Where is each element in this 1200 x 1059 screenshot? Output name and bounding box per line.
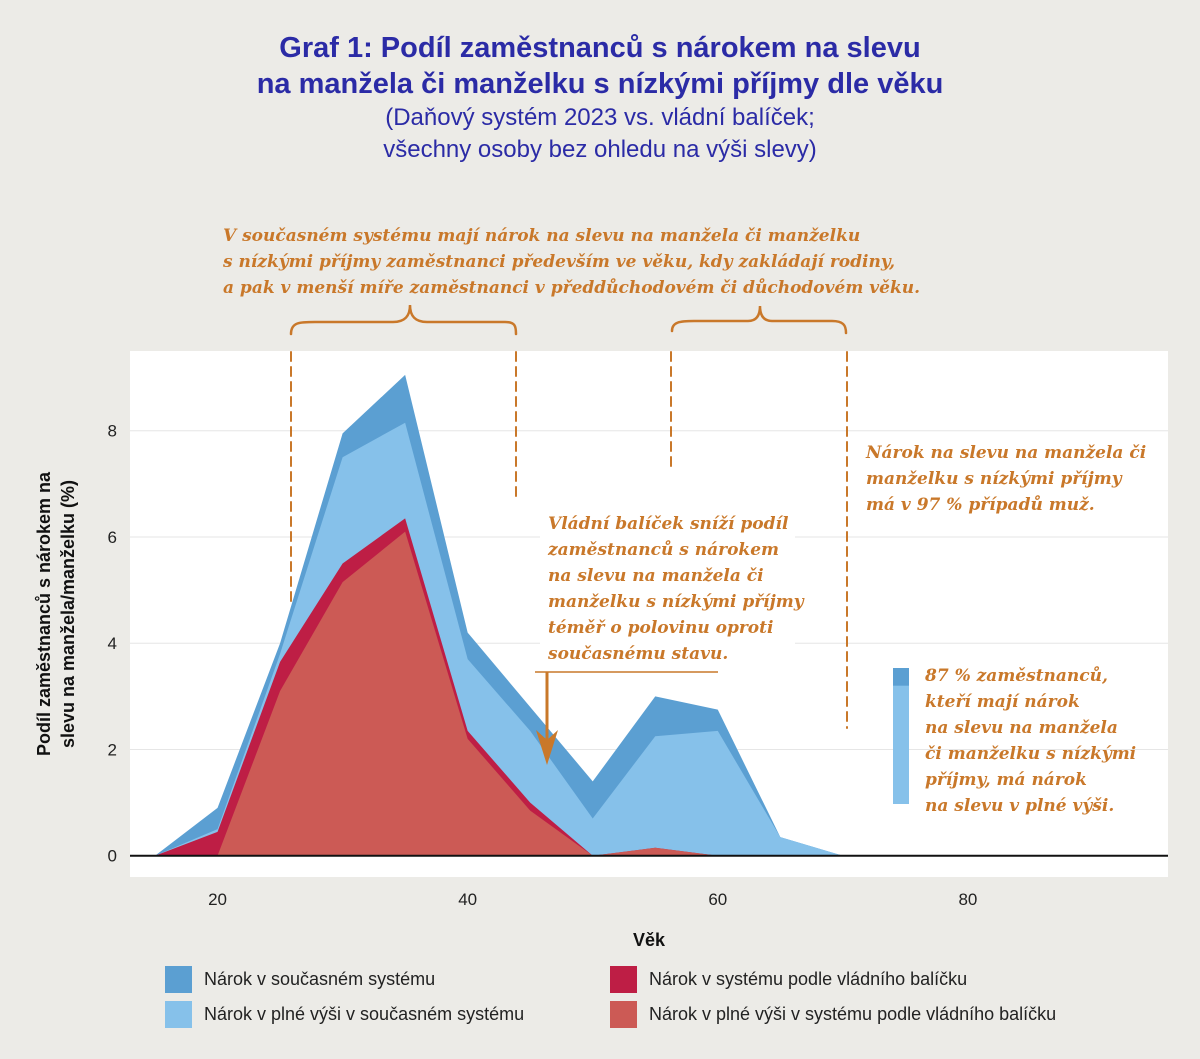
y-axis-label-line1: Podíl zaměstnanců s nárokem na [34,471,54,756]
annotation-top: V současném systému mají nárok na slevu … [222,226,920,298]
annotation-bar-line5: příjmy, má nárok [925,770,1087,790]
legend-item-gov-full: Nárok v plné výši v systému podle vládní… [610,1001,1056,1028]
y-tick-label: 4 [108,634,117,653]
chart-subtitle-line2: všechny osoby bez ohledu na výši slevy) [383,136,817,163]
area-series [155,374,843,856]
full-claim-bar-full [893,685,909,804]
legend-item-gov-total: Nárok v systému podle vládního balíčku [610,966,967,993]
legend-swatch-current-total [165,966,192,993]
annotation-middle-line4: manželku s nízkými příjmy [548,592,805,612]
annotation-bar-line2: kteří mají nárok [925,692,1080,712]
annotation-top-line2: s nízkými příjmy zaměstnanci především v… [222,252,895,272]
x-axis-label: Věk [633,930,666,950]
annotation-right-line3: má v 97 % případů muž. [866,494,1095,515]
x-tick-label: 20 [208,890,227,909]
annotation-bar-line6: na slevu v plné výši. [925,796,1114,816]
area-gov-full [155,531,843,856]
legend-label-current-total: Nárok v současném systému [204,969,436,989]
legend-swatch-gov-full [610,1001,637,1028]
chart-subtitle-line1: (Daňový systém 2023 vs. vládní balíček; [385,104,815,131]
full-claim-bar [893,668,909,804]
annotation-right: Nárok na slevu na manžela či manželku s … [865,443,1146,515]
annotation-middle-line5: téměř o polovinu oproti [548,618,773,638]
annotation-right-line2: manželku s nízkými příjmy [866,469,1123,489]
annotation-middle-line2: zaměstnanců s nárokem [547,539,779,560]
bracket-older [670,305,848,729]
chart-title-line2: na manžela či manželku s nízkými příjmy … [256,68,944,100]
legend-swatch-gov-total [610,966,637,993]
y-tick-labels: 0 2 4 6 8 [108,422,117,866]
y-tick-label: 0 [108,847,117,866]
annotation-top-line3: a pak v menší míře zaměstnanci v předdůc… [223,277,920,298]
y-axis-label-line2: slevu na manžela/manželku (%) [58,480,78,748]
chart-title-line1: Graf 1: Podíl zaměstnanců s nárokem na s… [279,32,921,64]
annotation-bar-line1: 87 % zaměstnanců, [924,665,1108,686]
annotation-middle-line3: na slevu na manžela či [548,566,764,586]
annotation-middle-bg [540,506,795,666]
down-arrow-icon [536,730,558,765]
x-tick-label: 40 [458,890,477,909]
annotation-top-line1: V současném systému mají nárok na slevu … [223,226,860,246]
legend-label-current-full: Nárok v plné výši v současném systému [204,1004,525,1024]
annotation-middle: Vládní balíček sníží podíl zaměstnanců s… [535,506,805,765]
legend-label-gov-total: Nárok v systému podle vládního balíčku [649,969,968,989]
y-axis-label: Podíl zaměstnanců s nárokem na slevu na … [34,471,78,756]
annotation-bar: 87 % zaměstnanců, kteří mají nárok na sl… [924,665,1136,816]
bracket-young [289,304,518,606]
legend-swatch-current-full [165,1001,192,1028]
legend: Nárok v současném systému Nárok v plné v… [165,966,1165,1036]
y-tick-label: 2 [108,740,117,759]
x-tick-label: 80 [958,890,977,909]
legend-label-gov-full: Nárok v plné výši v systému podle vládní… [649,1004,1057,1024]
annotation-bar-line3: na slevu na manžela [925,718,1118,738]
annotation-bar-line4: či manželku s nízkými [925,744,1136,764]
legend-item-current-full: Nárok v plné výši v současném systému [165,1001,524,1028]
legend-item-current-total: Nárok v současném systému [165,966,435,993]
x-tick-label: 60 [708,890,727,909]
annotation-middle-line1: Vládní balíček sníží podíl [548,514,789,534]
x-tick-labels: 20 40 60 80 [208,890,977,909]
y-tick-label: 6 [108,528,117,547]
chart-title-block: Graf 1: Podíl zaměstnanců s nárokem na s… [0,30,1200,166]
annotation-middle-line6: současnému stavu. [547,644,728,664]
annotation-right-line1: Nárok na slevu na manžela či [865,443,1146,463]
y-tick-label: 8 [108,422,117,441]
